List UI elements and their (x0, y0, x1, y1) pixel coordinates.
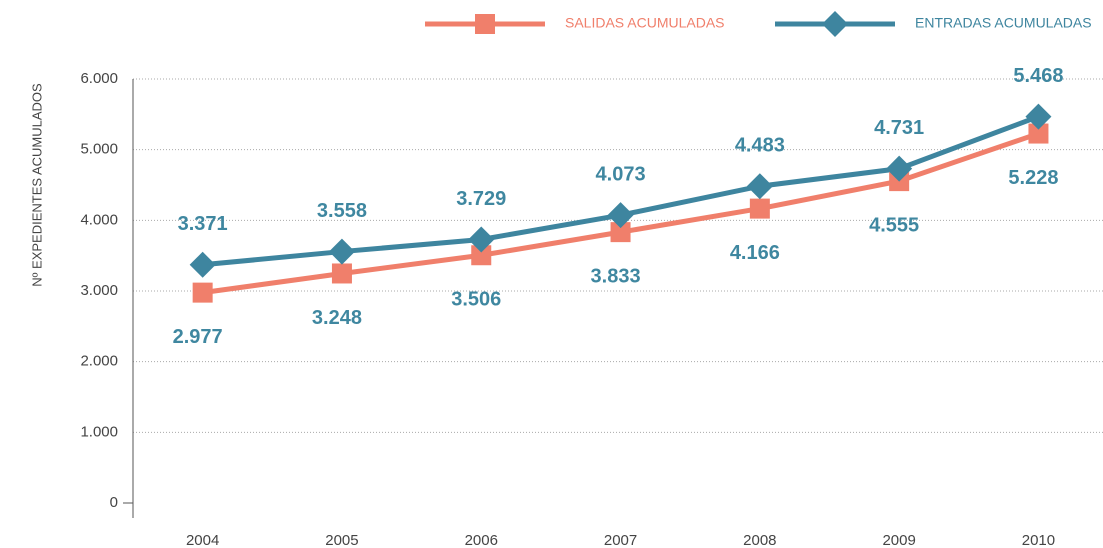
marker (189, 251, 216, 278)
y-tick-label: 0 (110, 494, 118, 511)
y-tick-label: 2.000 (80, 353, 118, 370)
y-tick-label: 1.000 (80, 423, 118, 440)
marker (1025, 103, 1052, 130)
marker (746, 173, 773, 200)
data-label: 4.166 (730, 242, 780, 264)
marker (749, 198, 770, 219)
legend-label: SALIDAS ACUMULADAS (565, 15, 725, 31)
marker (471, 245, 492, 266)
data-label: 2.977 (173, 326, 223, 348)
x-tick-label: 2004 (186, 532, 219, 548)
data-label: 5.468 (1013, 65, 1063, 87)
data-label: 3.729 (456, 188, 506, 210)
data-label: 3.506 (451, 289, 501, 311)
data-label: 4.073 (596, 163, 646, 185)
marker (610, 222, 631, 243)
marker (468, 226, 495, 253)
data-label: 3.833 (591, 265, 641, 287)
y-axis-label: Nº EXPEDIENTES ACUMULADOS (29, 83, 44, 287)
data-label: 5.228 (1008, 167, 1058, 189)
x-tick-label: 2007 (604, 532, 637, 548)
x-tick-label: 2005 (325, 532, 358, 548)
y-tick-label: 3.000 (80, 282, 118, 299)
marker (1028, 123, 1049, 144)
marker (331, 263, 352, 284)
legend-marker (475, 14, 495, 34)
data-label: 3.558 (317, 200, 367, 222)
marker (328, 238, 355, 265)
x-tick-label: 2006 (465, 532, 498, 548)
marker (192, 282, 213, 303)
data-label: 4.483 (735, 134, 785, 156)
legend-label: ENTRADAS ACUMULADAS (915, 15, 1092, 31)
legend-marker (822, 11, 848, 37)
y-tick-label: 5.000 (80, 141, 118, 158)
data-label: 4.731 (874, 117, 924, 139)
x-tick-label: 2010 (1022, 532, 1055, 548)
x-tick-label: 2008 (743, 532, 776, 548)
data-label: 4.555 (869, 214, 919, 236)
data-label: 3.248 (312, 307, 362, 329)
x-tick-label: 2009 (882, 532, 915, 548)
y-tick-label: 4.000 (80, 211, 118, 228)
y-tick-label: 6.000 (80, 70, 118, 87)
marker (607, 202, 634, 229)
marker (886, 155, 913, 182)
data-label: 3.371 (178, 213, 228, 235)
